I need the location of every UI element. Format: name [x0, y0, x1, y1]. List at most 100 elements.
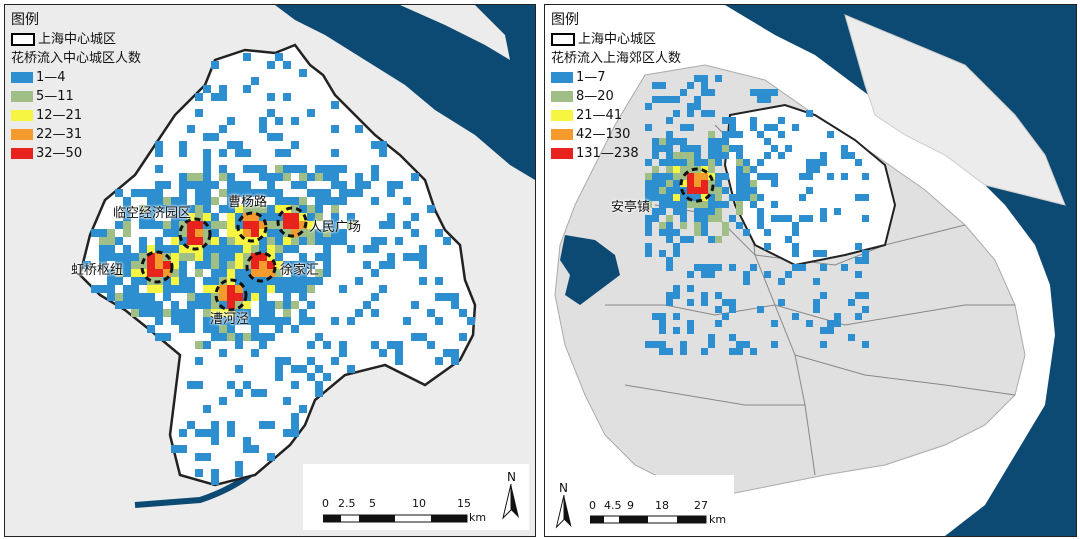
flow-cell: [211, 229, 219, 237]
flow-cell: [736, 194, 743, 201]
flow-cell: [155, 269, 163, 277]
flow-cell: [680, 348, 687, 355]
flow-cell: [363, 261, 371, 269]
flow-cell: [187, 173, 195, 181]
flow-cell: [243, 189, 251, 197]
place-label-linkong: 临空经济园区: [113, 206, 192, 221]
flow-cell: [820, 327, 827, 334]
flow-cell: [131, 277, 139, 285]
flow-cell: [235, 285, 243, 293]
flow-cell: [243, 317, 251, 325]
flow-cell: [862, 306, 869, 313]
flow-cell: [687, 103, 694, 110]
flow-cell: [307, 261, 315, 269]
flow-cell: [203, 309, 211, 317]
flow-cell: [259, 173, 267, 181]
flow-cell: [131, 309, 139, 317]
flow-cell: [715, 138, 722, 145]
flow-cell: [235, 205, 243, 213]
flow-cell: [680, 152, 687, 159]
flow-cell: [645, 243, 652, 250]
flow-cell: [652, 82, 659, 89]
flow-cell: [147, 253, 155, 261]
legend-class-label: 131—238: [576, 146, 639, 161]
flow-cell: [687, 201, 694, 208]
flow-cell: [701, 201, 708, 208]
flow-cell: [806, 320, 813, 327]
flow-cell: [323, 189, 331, 197]
flow-cell: [283, 237, 291, 245]
flow-cell: [163, 293, 171, 301]
flow-cell: [283, 245, 291, 253]
flow-cell: [211, 333, 219, 341]
flow-cell: [687, 327, 694, 334]
flow-cell: [659, 208, 666, 215]
legend-title: 图例: [551, 12, 579, 28]
flow-cell: [659, 222, 666, 229]
flow-cell: [195, 173, 203, 181]
flow-cell: [715, 264, 722, 271]
flow-cell: [203, 317, 211, 325]
flow-cell: [171, 205, 179, 213]
flow-cell: [291, 429, 299, 437]
flow-cell: [179, 181, 187, 189]
flow-cell: [403, 221, 411, 229]
dianshan-lake: [560, 235, 620, 305]
flow-cell: [307, 373, 315, 381]
legend-swatch: [551, 72, 573, 83]
flow-cell: [155, 205, 163, 213]
flow-cell: [291, 269, 299, 277]
flow-cell: [841, 264, 848, 271]
flow-cell: [187, 421, 195, 429]
flow-cell: [195, 189, 203, 197]
flow-cell: [259, 261, 267, 269]
flow-cell: [729, 264, 736, 271]
flow-cell: [115, 189, 123, 197]
flow-cell: [83, 261, 91, 269]
flow-cell: [708, 264, 715, 271]
flow-cell: [171, 197, 179, 205]
flow-cell: [687, 194, 694, 201]
legend-class-item: 1—4: [11, 68, 141, 87]
flow-cell: [91, 285, 99, 293]
flow-cell: [155, 149, 163, 157]
flow-cell: [139, 245, 147, 253]
flow-cell: [155, 261, 163, 269]
flow-cell: [841, 152, 848, 159]
flow-cell: [827, 173, 834, 180]
flow-cell: [251, 445, 259, 453]
flow-cell: [187, 229, 195, 237]
flow-cell: [147, 221, 155, 229]
flow-cell: [211, 429, 219, 437]
flow-cell: [799, 194, 806, 201]
flow-cell: [291, 277, 299, 285]
legend-class-item: 21—41: [551, 106, 681, 125]
flow-cell: [259, 317, 267, 325]
chongming-island: [844, 14, 1066, 206]
flow-cell: [251, 277, 259, 285]
flow-cell: [243, 213, 251, 221]
flow-cell: [123, 269, 131, 277]
flow-cell: [652, 313, 659, 320]
flow-cell: [123, 205, 131, 213]
flow-cell: [666, 187, 673, 194]
flow-cell: [307, 205, 315, 213]
flow-cell: [219, 165, 227, 173]
flow-cell: [235, 245, 243, 253]
flow-cell: [235, 181, 243, 189]
flow-cell: [659, 180, 666, 187]
place-label-caoyang: 曹杨路: [228, 195, 268, 210]
flow-cell: [395, 357, 403, 365]
flow-cell: [379, 141, 387, 149]
flow-cell: [680, 173, 687, 180]
flow-cell: [283, 229, 291, 237]
flow-cell: [371, 309, 379, 317]
legend-class-label: 5—11: [36, 89, 74, 104]
flow-cell: [722, 173, 729, 180]
flow-cell: [147, 293, 155, 301]
flow-cell: [659, 96, 666, 103]
flow-cell: [427, 341, 435, 349]
flow-cell: [211, 309, 219, 317]
flow-cell: [736, 159, 743, 166]
flow-cell: [666, 236, 673, 243]
